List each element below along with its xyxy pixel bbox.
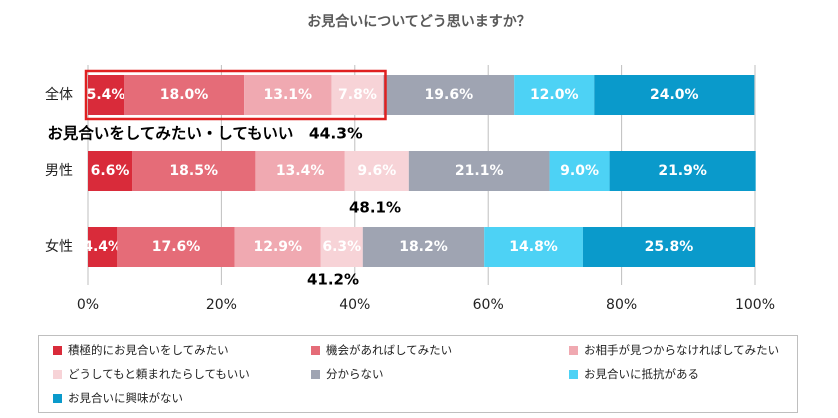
cumulative-annotation: 48.1% bbox=[349, 199, 401, 217]
bar-value-label: 21.9% bbox=[658, 163, 707, 179]
bar-value-label: 18.5% bbox=[169, 163, 218, 179]
legend-label: お見合いに抵抗がある bbox=[584, 367, 699, 381]
bar-segment bbox=[582, 227, 755, 267]
bar-segment bbox=[609, 151, 756, 191]
bar-segment bbox=[132, 151, 256, 191]
bar-segment bbox=[234, 227, 321, 267]
highlight-box bbox=[84, 69, 387, 121]
bar-value-label: 9.6% bbox=[357, 163, 396, 179]
bar-value-label: 21.1% bbox=[455, 163, 504, 179]
chart-title: お見合いについてどう思いますか？ bbox=[307, 13, 531, 30]
x-tick-label: 0% bbox=[77, 297, 99, 313]
bar-segment bbox=[383, 75, 515, 115]
bar-segment bbox=[88, 227, 118, 267]
bar-value-label: 13.1% bbox=[263, 87, 312, 103]
legend-item: 機会があればしてみたい bbox=[311, 342, 452, 358]
bar-segment bbox=[124, 75, 245, 115]
bar-segment bbox=[117, 227, 235, 267]
bar-segment bbox=[514, 75, 595, 115]
legend-label: お相手が見つからなければしてみたい bbox=[584, 343, 780, 357]
bar-segment bbox=[362, 227, 485, 267]
category-label: 女性 bbox=[45, 238, 73, 255]
bar-value-label: 14.8% bbox=[509, 239, 558, 255]
legend-item: お見合いに抵抗がある bbox=[569, 366, 699, 382]
bar-segment bbox=[320, 227, 363, 267]
bar-segment bbox=[331, 75, 384, 115]
legend-swatch bbox=[53, 393, 62, 403]
bar-value-label: 4.4% bbox=[83, 239, 122, 255]
legend-item: お見合いに興味がない bbox=[53, 390, 183, 406]
legend-label: どうしてもと頼まれたらしてもいい bbox=[68, 367, 250, 381]
category-label: 全体 bbox=[45, 86, 73, 103]
bar-value-label: 6.3% bbox=[322, 239, 361, 255]
legend-label: 機会があればしてみたい bbox=[326, 343, 453, 357]
bar-segment bbox=[594, 75, 755, 115]
bar-segment bbox=[549, 151, 610, 191]
x-tick-label: 40% bbox=[339, 297, 370, 313]
legend-swatch bbox=[53, 345, 62, 355]
x-tick-label: 100% bbox=[735, 297, 775, 313]
legend-label: 積極的にお見合いをしてみたい bbox=[68, 343, 229, 357]
legend-item: 分からない bbox=[311, 366, 384, 382]
x-tick-label: 20% bbox=[206, 297, 237, 313]
legend-item: 積極的にお見合いをしてみたい bbox=[53, 342, 229, 358]
bar-value-label: 5.4% bbox=[87, 87, 126, 103]
x-tick-label: 60% bbox=[473, 297, 504, 313]
bar-value-label: 12.9% bbox=[253, 239, 302, 255]
bar-value-label: 7.8% bbox=[338, 87, 377, 103]
x-tick-label: 80% bbox=[606, 297, 637, 313]
bar-value-label: 9.0% bbox=[560, 163, 599, 179]
legend-label: 分からない bbox=[326, 367, 384, 381]
legend-swatch bbox=[311, 369, 320, 379]
bar-value-label: 18.2% bbox=[399, 239, 448, 255]
bar-segment bbox=[88, 151, 133, 191]
bar-value-label: 19.6% bbox=[425, 87, 474, 103]
bar-segment bbox=[408, 151, 550, 191]
cumulative-annotation: お見合いをしてみたい・してもいい 44.3% bbox=[47, 124, 363, 143]
chart-legend: 積極的にお見合いをしてみたい 機会があればしてみたい お相手が見つからなければしてみ… bbox=[38, 335, 798, 413]
cumulative-annotation: 41.2% bbox=[307, 271, 359, 289]
bar-value-label: 13.4% bbox=[276, 163, 325, 179]
legend-item: どうしてもと頼まれたらしてもいい bbox=[53, 366, 250, 382]
legend-swatch bbox=[53, 369, 62, 379]
legend-swatch bbox=[311, 345, 320, 355]
category-label: 男性 bbox=[45, 163, 73, 179]
bar-segment bbox=[344, 151, 409, 191]
bar-value-label: 6.6% bbox=[91, 163, 130, 179]
legend-label: お見合いに興味がない bbox=[68, 391, 183, 405]
bar-value-label: 17.6% bbox=[152, 239, 201, 255]
bar-segment bbox=[484, 227, 583, 267]
bar-value-label: 18.0% bbox=[160, 87, 209, 103]
legend-swatch bbox=[569, 369, 578, 379]
bar-segment bbox=[244, 75, 332, 115]
bar-value-label: 25.8% bbox=[645, 239, 694, 255]
legend-item: お相手が見つからなければしてみたい bbox=[569, 342, 779, 358]
bar-segment bbox=[88, 75, 125, 115]
bar-value-label: 24.0% bbox=[650, 87, 699, 103]
bar-segment bbox=[255, 151, 345, 191]
legend-swatch bbox=[569, 345, 578, 355]
bar-value-label: 12.0% bbox=[530, 87, 579, 103]
